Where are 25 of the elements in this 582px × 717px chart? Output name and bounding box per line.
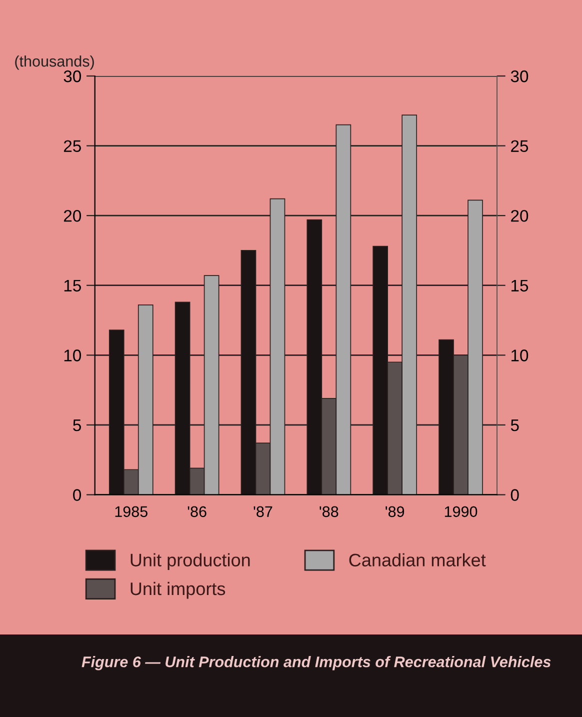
x-tick-label: 1990 bbox=[444, 506, 478, 518]
text: Figure 6 — Unit Production and Imports of Recreational Vehicles bbox=[82, 656, 551, 670]
y2-tick-label: 5 bbox=[510, 420, 519, 432]
y-tick-label: 15 bbox=[64, 280, 81, 292]
y2-tick-label: 10 bbox=[511, 350, 528, 362]
legend-label: Canadian market bbox=[349, 553, 486, 566]
x-tick-label: '87 bbox=[254, 506, 272, 518]
y2-tick-label: 20 bbox=[511, 210, 528, 222]
y2-tick-label: 25 bbox=[511, 140, 528, 152]
x-tick-label: '86 bbox=[188, 506, 206, 518]
y2-tick-label: 0 bbox=[510, 489, 519, 501]
x-tick-label: '88 bbox=[320, 506, 338, 518]
y-tick-label: 30 bbox=[64, 70, 82, 82]
x-tick-label: '89 bbox=[386, 506, 404, 518]
y2-tick-label: 30 bbox=[510, 70, 528, 82]
y-tick-label: 10 bbox=[64, 350, 82, 362]
y-tick-label: 20 bbox=[64, 210, 82, 222]
y2-tick-label: 15 bbox=[511, 280, 528, 292]
y-tick-label: 25 bbox=[64, 140, 81, 152]
x-tick-label: 1985 bbox=[115, 506, 148, 518]
y-tick-label: 0 bbox=[73, 489, 82, 501]
legend-label: Unit production bbox=[130, 553, 250, 570]
y-tick-label: 5 bbox=[73, 420, 81, 432]
y-axis-title: (thousands) bbox=[15, 55, 94, 70]
legend-label: Unit imports bbox=[130, 582, 226, 599]
